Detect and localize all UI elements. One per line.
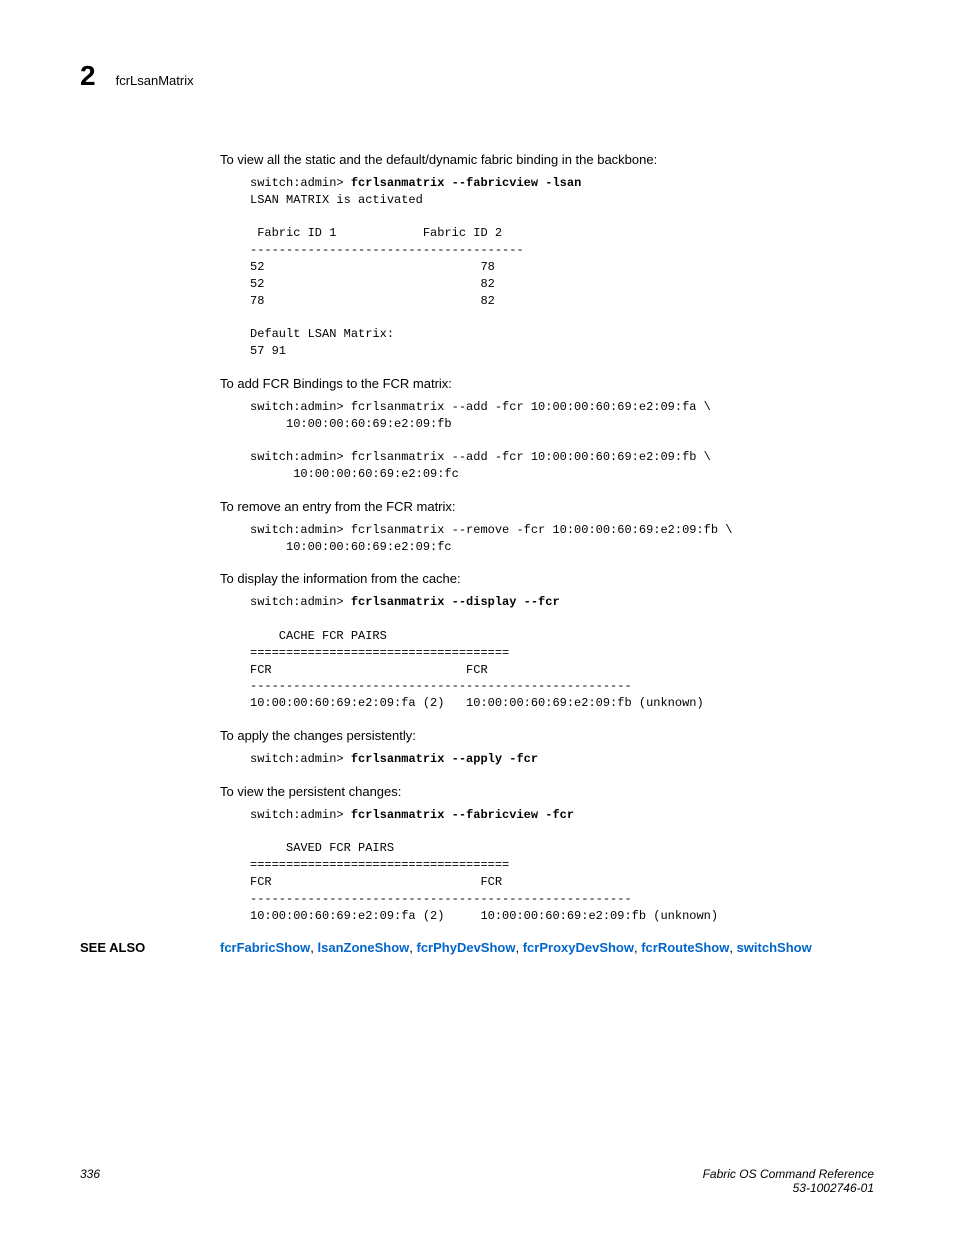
see-also-link[interactable]: switchShow xyxy=(737,940,812,955)
code-block: switch:admin> fcrlsanmatrix --add -fcr 1… xyxy=(250,399,874,483)
main-content: To view all the static and the default/d… xyxy=(220,152,874,924)
code-block: switch:admin> fcrlsanmatrix --remove -fc… xyxy=(250,522,874,556)
code-line: 57 91 xyxy=(250,343,874,360)
code-line: 10:00:00:60:69:e2:09:fa (2) 10:00:00:60:… xyxy=(250,695,874,712)
code-line: Default LSAN Matrix: xyxy=(250,326,874,343)
code-line: ----------------------------------------… xyxy=(250,891,874,908)
code-line: LSAN MATRIX is activated xyxy=(250,192,874,209)
code-block: switch:admin> fcrlsanmatrix --display --… xyxy=(250,594,874,712)
code-block: switch:admin> fcrlsanmatrix --apply -fcr xyxy=(250,751,874,768)
code-line: ==================================== xyxy=(250,645,874,662)
code-line: 10:00:00:60:69:e2:09:fa (2) 10:00:00:60:… xyxy=(250,908,874,925)
code-block: switch:admin> fcrlsanmatrix --fabricview… xyxy=(250,807,874,925)
code-line: -------------------------------------- xyxy=(250,242,874,259)
code-line xyxy=(250,611,874,628)
page-number: 336 xyxy=(80,1167,100,1195)
code-line: 52 82 xyxy=(250,276,874,293)
see-also-link[interactable]: fcrFabricShow xyxy=(220,940,310,955)
doc-id: 53-1002746-01 xyxy=(703,1181,874,1195)
code-line xyxy=(250,209,874,226)
see-also-link[interactable]: fcrProxyDevShow xyxy=(523,940,634,955)
code-line: switch:admin> fcrlsanmatrix --apply -fcr xyxy=(250,751,874,768)
code-line: 10:00:00:60:69:e2:09:fc xyxy=(250,539,874,556)
code-line: 10:00:00:60:69:e2:09:fb xyxy=(250,416,874,433)
doc-title: Fabric OS Command Reference xyxy=(703,1167,874,1181)
code-line: Fabric ID 1 Fabric ID 2 xyxy=(250,225,874,242)
body-text: To view all the static and the default/d… xyxy=(220,152,874,167)
code-line: 52 78 xyxy=(250,259,874,276)
body-text: To add FCR Bindings to the FCR matrix: xyxy=(220,376,874,391)
body-text: To display the information from the cach… xyxy=(220,571,874,586)
code-block: switch:admin> fcrlsanmatrix --fabricview… xyxy=(250,175,874,360)
see-also-link[interactable]: fcrPhyDevShow xyxy=(417,940,516,955)
code-line: ==================================== xyxy=(250,857,874,874)
code-line: switch:admin> fcrlsanmatrix --add -fcr 1… xyxy=(250,399,874,416)
body-text: To view the persistent changes: xyxy=(220,784,874,799)
chapter-number: 2 xyxy=(80,60,96,92)
code-line xyxy=(250,432,874,449)
code-line xyxy=(250,824,874,841)
code-line: 78 82 xyxy=(250,293,874,310)
code-line: ----------------------------------------… xyxy=(250,678,874,695)
see-also-section: SEE ALSO fcrFabricShow, lsanZoneShow, fc… xyxy=(80,940,874,955)
see-also-label: SEE ALSO xyxy=(80,940,220,955)
code-line: FCR FCR xyxy=(250,662,874,679)
code-line: switch:admin> fcrlsanmatrix --fabricview… xyxy=(250,175,874,192)
footer-right: Fabric OS Command Reference 53-1002746-0… xyxy=(703,1167,874,1195)
body-text: To apply the changes persistently: xyxy=(220,728,874,743)
see-also-link[interactable]: lsanZoneShow xyxy=(318,940,410,955)
code-line: switch:admin> fcrlsanmatrix --display --… xyxy=(250,594,874,611)
code-line: switch:admin> fcrlsanmatrix --add -fcr 1… xyxy=(250,449,874,466)
see-also-links: fcrFabricShow, lsanZoneShow, fcrPhyDevSh… xyxy=(220,940,812,955)
code-line: switch:admin> fcrlsanmatrix --fabricview… xyxy=(250,807,874,824)
code-line: switch:admin> fcrlsanmatrix --remove -fc… xyxy=(250,522,874,539)
see-also-link[interactable]: fcrRouteShow xyxy=(641,940,729,955)
body-text: To remove an entry from the FCR matrix: xyxy=(220,499,874,514)
page-header: 2 fcrLsanMatrix xyxy=(80,60,874,92)
code-line: CACHE FCR PAIRS xyxy=(250,628,874,645)
header-title: fcrLsanMatrix xyxy=(116,73,194,88)
code-line: SAVED FCR PAIRS xyxy=(250,840,874,857)
code-line: FCR FCR xyxy=(250,874,874,891)
code-line xyxy=(250,309,874,326)
page-footer: 336 Fabric OS Command Reference 53-10027… xyxy=(80,1167,874,1195)
code-line: 10:00:00:60:69:e2:09:fc xyxy=(250,466,874,483)
